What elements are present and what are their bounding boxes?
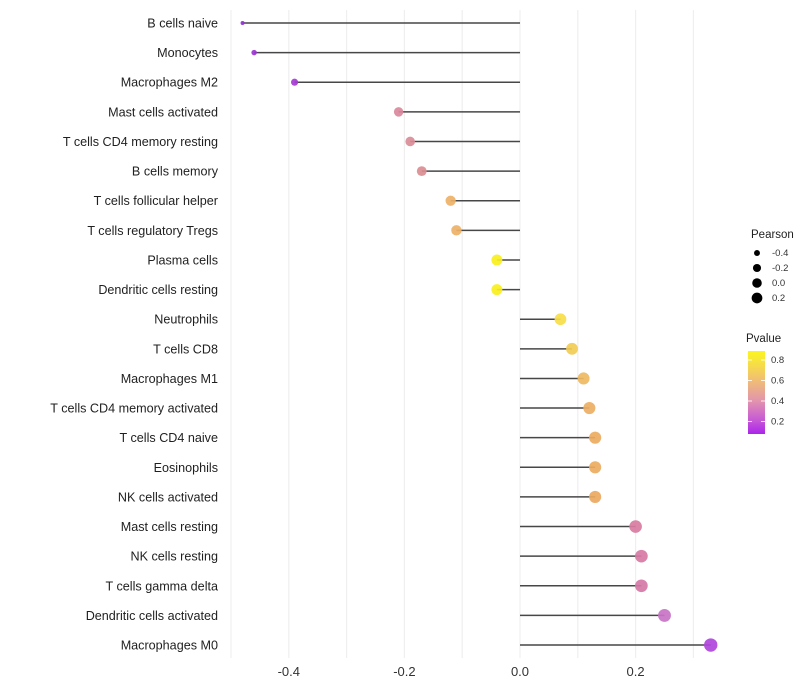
category-label: Macrophages M1 (121, 372, 218, 386)
lollipop-point (445, 195, 456, 206)
category-label: T cells follicular helper (94, 194, 218, 208)
lollipop-point (658, 608, 671, 622)
category-label: T cells CD8 (153, 342, 218, 356)
category-label: T cells regulatory Tregs (87, 224, 218, 238)
size-legend-items: -0.4 -0.2 0.0 0.2 (751, 248, 788, 304)
color-legend-label: 0.6 (771, 376, 784, 387)
lollipop-dots (240, 21, 718, 652)
category-label: Plasma cells (147, 253, 218, 267)
legends: Pearson -0.4-0.20.00.2 Pvalue 0.80.60.40… (746, 229, 794, 434)
x-axis-labels: -0.4 -0.2 0.0 0.2 (278, 664, 645, 679)
category-labels: B cells naive Monocytes Macrophages M2 Mast… (50, 17, 218, 653)
lollipop-point (577, 372, 590, 385)
lollipop-point (291, 78, 299, 86)
size-legend-label: -0.2 (772, 263, 788, 274)
category-label: Mast cells activated (108, 105, 218, 119)
category-label: B cells naive (147, 17, 218, 31)
lollipop-point (554, 313, 567, 326)
lollipop-point (589, 431, 602, 444)
category-label: T cells CD4 naive (120, 431, 218, 445)
x-tick-label: -0.2 (393, 664, 415, 679)
category-label: Dendritic cells resting (98, 283, 218, 297)
size-legend-label: 0.2 (772, 293, 785, 304)
x-tick-label: -0.4 (278, 664, 300, 679)
lollipop-point (704, 638, 718, 652)
lollipop-point (583, 402, 596, 415)
lollipop-point (240, 21, 245, 25)
lollipop-point (491, 284, 503, 296)
size-legend-label: -0.4 (772, 248, 788, 259)
category-label: NK cells resting (131, 550, 219, 564)
size-legend-dot (751, 292, 763, 304)
lollipop-point (566, 342, 578, 355)
category-label: Mast cells resting (121, 520, 218, 534)
lollipop-point (491, 254, 503, 266)
color-legend-title: Pvalue (746, 333, 781, 345)
category-label: T cells CD4 memory resting (63, 135, 218, 149)
size-legend-label: 0.0 (772, 278, 785, 289)
color-legend-label: 0.4 (771, 396, 784, 407)
lollipop-point (589, 461, 602, 474)
lollipop-point (251, 49, 257, 56)
color-legend-label: 0.8 (771, 355, 784, 366)
x-tick-label: 0.0 (511, 664, 529, 679)
lollipop-stems (242, 22, 711, 646)
pvalue-gradient-bar (748, 351, 765, 434)
size-legend-dot (754, 250, 760, 256)
lollipop-point (393, 107, 404, 117)
category-label: B cells memory (132, 165, 219, 179)
size-legend-title: Pearson (751, 229, 794, 241)
category-label: NK cells activated (118, 490, 218, 504)
lollipop-point (635, 579, 648, 593)
size-legend-dot (752, 278, 762, 288)
x-tick-label: 0.2 (627, 664, 645, 679)
color-legend-label: 0.2 (771, 417, 784, 428)
category-label: Macrophages M0 (121, 639, 218, 653)
lollipop-point (405, 136, 415, 147)
category-label: Macrophages M2 (121, 76, 218, 90)
lollipop-point (635, 549, 648, 563)
category-label: Dendritic cells activated (86, 609, 218, 623)
category-label: Neutrophils (154, 313, 218, 327)
size-legend-dot (752, 263, 762, 273)
category-label: T cells gamma delta (106, 579, 218, 593)
lollipop-point (629, 520, 642, 533)
category-label: T cells CD4 memory activated (50, 402, 218, 416)
category-label: Monocytes (157, 46, 218, 60)
lollipop-point (416, 166, 427, 177)
category-label: Eosinophils (154, 461, 218, 475)
color-legend-ticks: 0.8 0.6 0.4 0.2 (748, 355, 784, 428)
lollipop-point (451, 225, 462, 236)
lollipop-point (589, 490, 602, 503)
gridlines (230, 10, 695, 658)
